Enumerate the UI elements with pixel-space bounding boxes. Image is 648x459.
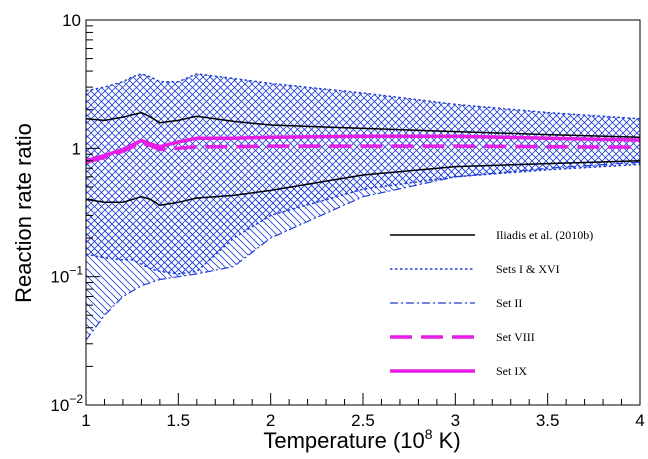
x-tick-label: 2 — [266, 411, 275, 430]
x-tick-labels: 1 1.5 2 2.5 3 3.5 4 — [81, 411, 644, 430]
legend-label: Iliadis et al. (2010b) — [496, 228, 593, 242]
legend-background — [380, 218, 634, 392]
x-tick-label: 1.5 — [167, 411, 191, 430]
x-tick-label: 3.5 — [536, 411, 560, 430]
axis-ticks — [85, 19, 641, 406]
x-axis-label-sup: 8 — [425, 426, 433, 442]
legend-label: Set II — [496, 296, 522, 310]
x-tick-label: 3 — [451, 411, 460, 430]
series-lines — [86, 73, 640, 341]
x-axis-label: Temperature (108 K) — [263, 426, 460, 453]
series-line-sets-i-xvi — [86, 163, 640, 275]
x-tick-label: 4 — [635, 411, 644, 430]
y-tick-label: 10−1 — [50, 264, 83, 287]
x-axis-label-unit: K) — [433, 428, 461, 453]
band-set-ii — [86, 157, 640, 341]
y-tick-label: 10−2 — [50, 392, 83, 415]
series-line-set-ii — [86, 161, 640, 341]
legend: Iliadis et al. (2010b) Sets I & XVI Set II… — [380, 218, 634, 392]
x-tick-label: 2.5 — [351, 411, 375, 430]
x-tick-label: 1 — [81, 411, 90, 430]
uncertainty-bands — [86, 73, 640, 341]
y-tick-labels: 10−2 10−1 1 10 — [50, 11, 83, 415]
y-tick-label: 1 — [72, 139, 81, 158]
series-line-iliadis-et-al-2010b — [86, 160, 640, 207]
y-axis-label: Reaction rate ratio — [11, 123, 36, 303]
series-line-sets-i-xvi — [86, 73, 640, 120]
x-axis-label-main: Temperature (10 — [263, 428, 424, 453]
legend-label: Set VIII — [496, 330, 535, 344]
y-tick-label: 10 — [62, 11, 81, 30]
series-line-iliadis-et-al-2010b — [86, 111, 640, 139]
series-line-set-ix — [86, 134, 640, 163]
legend-label: Sets I & XVI — [496, 262, 560, 276]
legend-label: Set IX — [496, 364, 527, 378]
